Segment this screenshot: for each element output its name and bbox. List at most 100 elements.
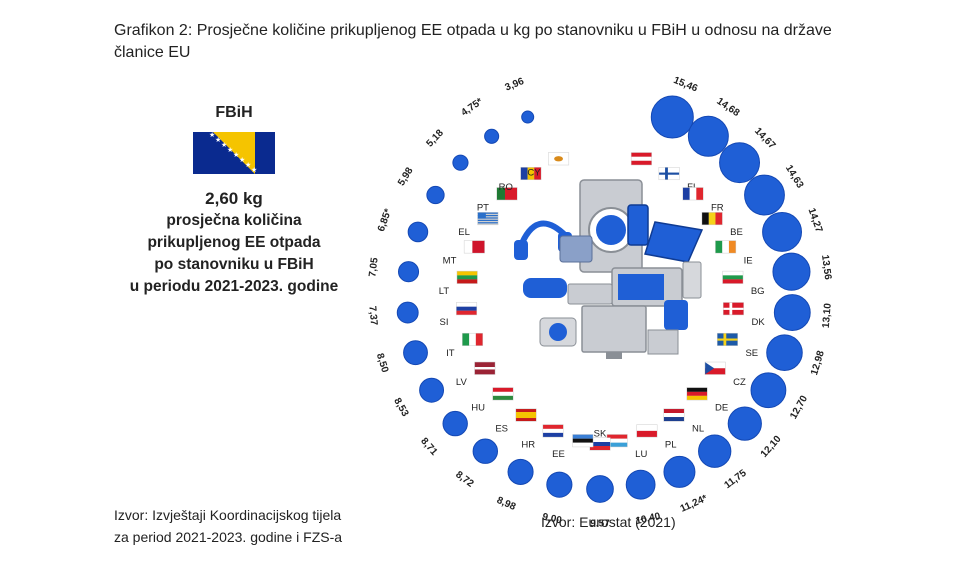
value-label-hu: 8,71: [418, 436, 439, 458]
flag-cz-icon: CZ: [704, 361, 746, 388]
phone-icon: [627, 204, 649, 246]
flag-si-icon: SI: [440, 302, 478, 328]
flag-se-icon: SE: [716, 332, 758, 359]
flag-nl-icon: NL: [663, 408, 704, 435]
value-label-mt: 6,85*: [376, 207, 394, 233]
bubble-sk: [586, 475, 614, 503]
flag-pl-icon: PL: [636, 424, 677, 450]
flag-sk-icon: SK: [589, 429, 611, 451]
country-code-bg: BG: [751, 286, 765, 297]
country-code-pt: PT: [477, 202, 489, 213]
cordless-phone-icon: [664, 300, 688, 330]
monitor-icon: [581, 305, 647, 353]
bubble-fi: [687, 115, 729, 157]
value-label-nl: 11,75: [722, 468, 749, 492]
svg-text:★: ★: [215, 136, 221, 144]
flag-ie-icon: IE: [715, 240, 753, 266]
flag-bih-icon: ★★★ ★★★ ★★: [193, 132, 275, 174]
source-left-line-1: Izvor: Izvještaji Koordinacijskog tijela: [114, 507, 342, 523]
bubble-lu: [625, 469, 656, 500]
flag-lt-icon: LT: [439, 270, 478, 297]
bubble-dk: [773, 294, 811, 331]
chart-title: Grafikon 2: Prosječne količine prikuplje…: [114, 22, 832, 61]
value-label-pl: 11,24*: [679, 493, 709, 515]
flag-ee-icon: EE: [552, 434, 594, 460]
country-code-mt: MT: [443, 255, 457, 266]
country-code-dk: DK: [751, 317, 765, 328]
speaker-icon: [559, 235, 593, 263]
value-label-lt: 7,05: [367, 257, 380, 278]
flag-mt-icon: MT: [443, 240, 485, 266]
bubble-mt: [407, 221, 429, 243]
bubble-it: [403, 340, 428, 366]
flag-be-icon: BE: [701, 212, 743, 238]
bubble-fr: [719, 142, 761, 184]
flag-pt-icon: PT: [477, 187, 518, 213]
flag-layer: ATFIFRBEIEBGDKSECZDENLPLLUSKEEHRESHULVIT…: [439, 152, 765, 460]
flag-ro-icon: RO: [499, 167, 542, 193]
bubble-ie: [762, 211, 803, 252]
country-code-nl: NL: [692, 424, 704, 435]
value-label-it: 8,50: [374, 352, 390, 374]
bubble-be: [744, 174, 785, 216]
value-label-el: 5,98: [396, 165, 416, 188]
flag-lu-icon: LU: [606, 434, 647, 460]
country-code-cy: CY: [527, 167, 541, 178]
fbih-text-2: prikupljenog EE otpada: [147, 234, 321, 251]
value-label-sk: 9.57: [590, 519, 610, 530]
bubble-cy: [521, 110, 535, 124]
country-code-se: SE: [745, 348, 758, 359]
bubble-se: [766, 334, 803, 371]
value-label-hr: 8,98: [495, 495, 518, 513]
value-label-ro: 4,75*: [459, 96, 485, 118]
country-code-pl: PL: [665, 439, 677, 450]
bubble-si: [396, 301, 419, 324]
value-label-fr: 14,67: [752, 126, 778, 152]
flag-dk-icon: DK: [722, 302, 765, 328]
country-code-de: DE: [715, 402, 728, 413]
source-left: Izvor: Izvještaji Koordinacijskog tijela…: [114, 504, 374, 548]
value-label-es: 8,72: [453, 469, 476, 490]
flag-fr-icon: FR: [682, 187, 724, 213]
country-code-fr: FR: [711, 202, 724, 213]
value-label-si: 7,37: [366, 305, 379, 326]
country-code-it: IT: [446, 348, 455, 359]
bubble-nl: [698, 434, 732, 468]
country-code-lt: LT: [439, 286, 450, 297]
flag-el-icon: EL: [458, 212, 499, 238]
country-code-be: BE: [730, 227, 743, 238]
bubble-pt: [452, 154, 469, 171]
svg-text:★: ★: [209, 132, 215, 139]
svg-text:★: ★: [251, 166, 257, 174]
country-code-hu: HU: [471, 402, 485, 413]
country-code-sk: SK: [594, 429, 607, 440]
bubble-hu: [442, 410, 468, 437]
bubble-es: [472, 438, 499, 464]
fbih-text-3: po stanovniku u FBiH: [154, 256, 314, 273]
laptop-icon: [567, 283, 613, 305]
value-label-se: 12,98: [809, 349, 827, 377]
value-label-at: 15,46: [672, 75, 700, 95]
value-label-bg: 13,56: [819, 254, 833, 281]
country-code-ee: EE: [552, 449, 565, 460]
flag-it-icon: IT: [446, 332, 484, 359]
country-code-el: EL: [458, 227, 470, 238]
svg-text:★: ★: [239, 156, 245, 164]
bubble-hr: [507, 458, 534, 485]
flag-de-icon: DE: [686, 387, 728, 413]
country-code-ro: RO: [499, 182, 513, 193]
value-label-cy: 3,96: [504, 76, 527, 94]
value-label-ee: 9,00: [541, 512, 563, 527]
value-label-ie: 14,27: [806, 207, 825, 235]
bubble-layer: [396, 95, 811, 503]
value-label-lu: 10,40: [635, 511, 662, 527]
source-right: Izvor: Eurostat (2021): [541, 514, 676, 530]
flag-hr-icon: HR: [521, 424, 564, 450]
value-label-cz: 12,70: [788, 393, 810, 421]
fbih-label: FBiH: [215, 104, 253, 121]
value-label-de: 12,10: [759, 433, 784, 459]
svg-text:★: ★: [221, 141, 227, 149]
bubble-el: [426, 185, 445, 205]
value-label-lv: 8,53: [391, 396, 410, 419]
